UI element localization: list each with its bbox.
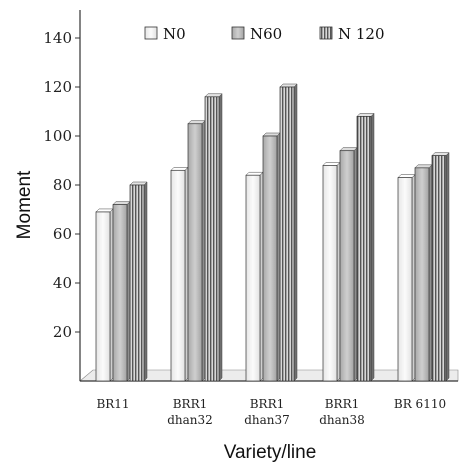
bar-top (279, 83, 298, 88)
bar-front (279, 86, 295, 382)
y-axis-ticks: 20 40 60 80 100 120 140 (43, 29, 80, 341)
bar (245, 171, 264, 382)
bar-front (322, 165, 338, 382)
bar-top (129, 181, 148, 186)
x-tick-label: BRR1 dhan32 (167, 397, 213, 427)
bar-top (431, 152, 450, 156)
legend: N0 N60 N 120 (144, 25, 385, 43)
bar-front (397, 177, 413, 382)
bar-side (336, 161, 341, 382)
bar (129, 181, 148, 382)
bar (204, 93, 223, 382)
bar-side (184, 166, 189, 382)
x-tick-label: BR11 (96, 397, 129, 411)
bar (356, 112, 375, 382)
bar-top (414, 164, 433, 169)
bar-front (129, 184, 145, 382)
y-tick-label: 140 (43, 29, 72, 47)
bar-front (431, 155, 447, 382)
bar-front (112, 204, 128, 382)
bar (170, 166, 189, 382)
legend-label: N60 (250, 25, 282, 43)
bar-front (339, 150, 355, 382)
bar-top (95, 208, 114, 213)
bar-top (245, 171, 264, 176)
legend-label: N 120 (338, 25, 385, 43)
bar-side (276, 132, 281, 382)
bar-front (95, 211, 111, 382)
bar-side (143, 181, 148, 382)
bar-front (170, 169, 186, 382)
bar (95, 208, 114, 382)
legend-item: N 120 (319, 25, 385, 43)
bar (339, 147, 358, 382)
bar (431, 151, 450, 382)
bar (322, 161, 341, 382)
bar (262, 132, 281, 382)
x-tick-label: BRR1 dhan37 (244, 397, 290, 427)
legend-item: N0 (144, 25, 186, 43)
bar-top (262, 132, 281, 137)
bar-top (204, 93, 223, 98)
legend-item: N60 (231, 25, 282, 43)
bar-front (356, 116, 372, 382)
legend-swatch (231, 26, 245, 40)
bar-front (187, 123, 203, 382)
bar-side (259, 171, 264, 382)
bar (397, 174, 416, 382)
bar-side (126, 200, 131, 382)
bar-front (204, 96, 220, 382)
bar-front (414, 167, 430, 382)
legend-swatch (319, 26, 333, 40)
bar-side (201, 120, 206, 382)
bar (279, 83, 298, 382)
x-tick-label: BRR1 dhan38 (319, 397, 365, 427)
y-tick-label: 20 (53, 323, 72, 341)
bar-side (293, 83, 298, 382)
bar-top (170, 167, 189, 171)
bar-series-group (95, 83, 450, 382)
bar-top (112, 201, 131, 205)
y-axis-title: Moment (14, 170, 35, 239)
bar-front (262, 135, 278, 382)
y-tick-label: 40 (53, 274, 72, 292)
bar (187, 120, 206, 382)
y-tick-label: 120 (43, 78, 72, 96)
x-axis-tick-labels: BR11 BRR1 dhan32 BRR1 dhan37 BRR1 dhan38 BR 611… (96, 397, 446, 427)
bar-side (370, 112, 375, 382)
bar-top (356, 113, 375, 117)
bar-side (445, 151, 450, 382)
bar-top (339, 147, 358, 151)
bar-top (322, 162, 341, 166)
y-tick-label: 60 (53, 225, 72, 243)
bar-side (428, 164, 433, 382)
bar-side (109, 208, 114, 382)
bar-top (397, 174, 416, 178)
bar-top (187, 120, 206, 124)
x-tick-label: BR 6110 (394, 397, 446, 411)
bar (414, 164, 433, 382)
bar-side (218, 93, 223, 382)
bar-front (245, 174, 261, 382)
x-axis-title: Variety/line (224, 442, 317, 463)
bar-side (411, 174, 416, 382)
y-tick-label: 80 (53, 176, 72, 194)
y-tick-label: 100 (43, 127, 72, 145)
bar (112, 200, 131, 382)
bar-side (353, 147, 358, 382)
legend-label: N0 (163, 25, 186, 43)
legend-swatch (144, 26, 158, 40)
